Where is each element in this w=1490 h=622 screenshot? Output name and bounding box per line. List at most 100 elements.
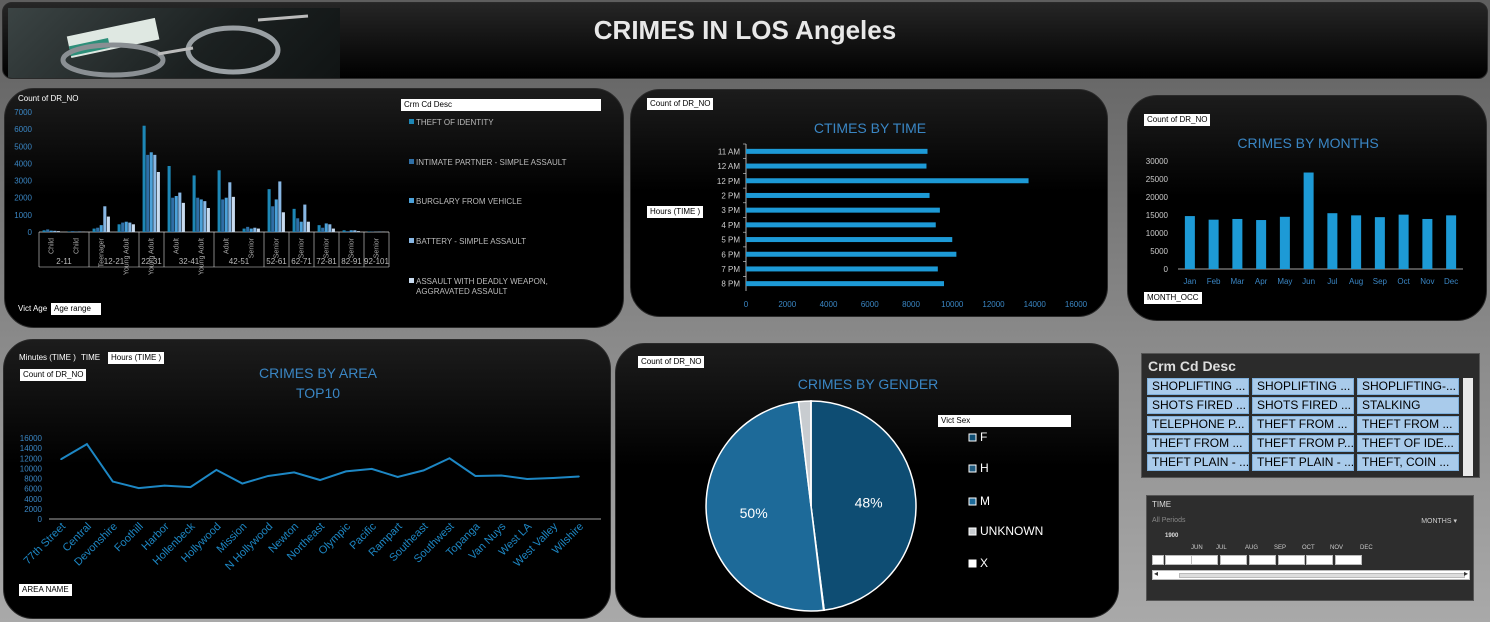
bar [1208,219,1219,269]
x-tick-label: 16000 [1065,300,1088,309]
series-line [60,442,580,490]
timeline-period-cell[interactable] [1335,555,1362,565]
area-chart-panel: Minutes (TIME ) TIME Hours (TIME ) Count… [3,339,611,619]
legend-entry: BURGLARY FROM VEHICLE [416,197,522,206]
bar [178,192,182,232]
bar [249,228,253,232]
chart-title-line1: CRIMES BY AREA [258,365,377,381]
field-tag-time[interactable]: TIME [81,353,101,362]
bar [321,227,325,232]
crm-cd-desc-slicer: Crm Cd Desc SHOPLIFTING ... SHOPLIFTING .… [1141,353,1480,478]
bar [46,229,50,232]
slicer-item[interactable]: THEFT PLAIN - ... [1147,454,1249,471]
bar [324,223,328,232]
data-point [189,486,192,488]
y-tick-label: 2000 [14,194,32,203]
slicer-item[interactable]: SHOPLIFTING-... [1357,378,1459,395]
timeline-period-cell[interactable] [1152,555,1164,565]
bar [281,212,285,232]
bar [1398,214,1409,269]
slicer-item[interactable]: SHOTS FIRED ... [1252,397,1354,414]
group-label: 82-91 [341,257,362,266]
slicer-item[interactable]: STALKING [1357,397,1459,414]
slicer-item[interactable]: TELEPHONE P... [1147,416,1249,433]
legend-entry: ASSAULT WITH DEADLY WEAPON, AGGRAVATED AS… [416,277,548,296]
axis-field-tag[interactable]: AREA NAME [19,584,72,596]
data-point [293,471,295,474]
slicer-item[interactable]: SHOPLIFTING ... [1252,378,1354,395]
slicer-item[interactable]: THEFT, COIN ... [1357,454,1459,471]
timeline-period-cell[interactable] [1220,555,1247,565]
slicer-item[interactable]: THEFT FROM ... [1252,416,1354,433]
value-field-tag[interactable]: Count of DR_NO [638,356,705,368]
slicer-title: Crm Cd Desc [1148,358,1236,374]
bar [217,170,221,232]
bar [53,230,57,232]
bar [149,152,153,232]
timeline-scroll-thumb[interactable] [1179,573,1465,578]
slicer-item[interactable]: SHOPLIFTING ... [1147,378,1249,395]
slicer-item[interactable]: THEFT PLAIN - ... [1252,454,1354,471]
value-field-tag[interactable]: Count of DR_NO [647,98,714,110]
axis-field-tag-age[interactable]: Vict Age [18,304,48,313]
age-chart-panel: Count of DR_NO Crm Cd Desc Vict Age Age … [4,88,624,328]
y-tick-label: 8 PM [721,280,740,289]
timeline-period-cell[interactable] [1249,555,1276,565]
data-point [215,469,218,471]
field-tag-hours[interactable]: Hours (TIME ) [108,352,165,364]
value-field-tag[interactable]: Count of DR_NO [20,369,87,381]
data-point [448,457,451,460]
bar [231,196,235,232]
bar [296,218,300,232]
slicer-item[interactable]: THEFT FROM ... [1147,435,1249,452]
category-label: Young Adult [199,238,206,275]
axis-field-tag[interactable]: MONTH_OCC [1144,292,1202,304]
x-tick-label: 10000 [941,300,964,309]
legend-swatch [968,559,977,568]
month-chart-svg: 0 5000 10000 15000 20000 25000 30000 Jan Feb Mar A… [1146,157,1463,286]
timeline-period-cell[interactable] [1165,555,1192,565]
bar [174,196,178,232]
slicer-item[interactable]: THEFT FROM P... [1252,435,1354,452]
chevron-down-icon: ▾ [1453,518,1457,525]
timeline-period-cell[interactable] [1306,555,1333,565]
bar [278,181,282,232]
bar [117,224,121,232]
field-tag-minutes[interactable]: Minutes (TIME ) [19,353,76,362]
x-tick-label: Foothill [112,521,146,555]
slicer-item[interactable]: THEFT FROM ... [1357,416,1459,433]
legend-entry-line: AGGRAVATED ASSAULT [416,287,508,296]
bar [292,208,296,232]
legend-entry: M [980,494,990,508]
timeline-period-cell[interactable] [1191,555,1218,565]
category-label: Senior [299,237,306,258]
legend-entry: THEFT OF IDENTITY [416,118,494,127]
axis-field-tag[interactable]: Hours (TIME ) [647,206,704,218]
axis-field-tag-range[interactable]: Age range [51,303,101,315]
value-field-tag[interactable]: Count of DR_NO [18,94,79,103]
legend-field-tag[interactable]: Crm Cd Desc [401,99,601,111]
legend-field-tag[interactable]: Vict Sex [938,415,1071,427]
slicer-item[interactable]: SHOTS FIRED ... [1147,397,1249,414]
bar [49,230,53,232]
slicer-item[interactable]: THEFT OF IDE... [1357,435,1459,452]
scroll-left-icon[interactable]: ◂ [1154,569,1159,578]
time-timeline: TIME All Periods MONTHS ▾ 1900 JUN JUL AUG… [1146,495,1474,601]
handcuffs-drawing [60,14,309,78]
y-tick-label: 11 AM [718,147,740,156]
timeline-scrollbar[interactable]: ◂ ▸ [1152,569,1470,580]
timeline-period-cell[interactable] [1278,555,1305,565]
bar [303,204,307,232]
y-tick-label: 3 PM [721,206,740,215]
timeline-level-select[interactable]: MONTHS ▾ [1421,517,1457,525]
x-tick-label: Apr [1255,277,1268,286]
pie-slice [810,400,917,612]
scroll-right-icon[interactable]: ▸ [1463,569,1468,578]
x-tick-label: Jun [1302,277,1315,286]
pie-slice [705,400,825,612]
x-tick-label: Mar [1230,277,1244,286]
legend-swatch [968,527,977,536]
slicer-scrollbar[interactable] [1463,378,1473,476]
value-field-tag[interactable]: Count of DR_NO [1144,114,1211,126]
bar [99,225,103,232]
